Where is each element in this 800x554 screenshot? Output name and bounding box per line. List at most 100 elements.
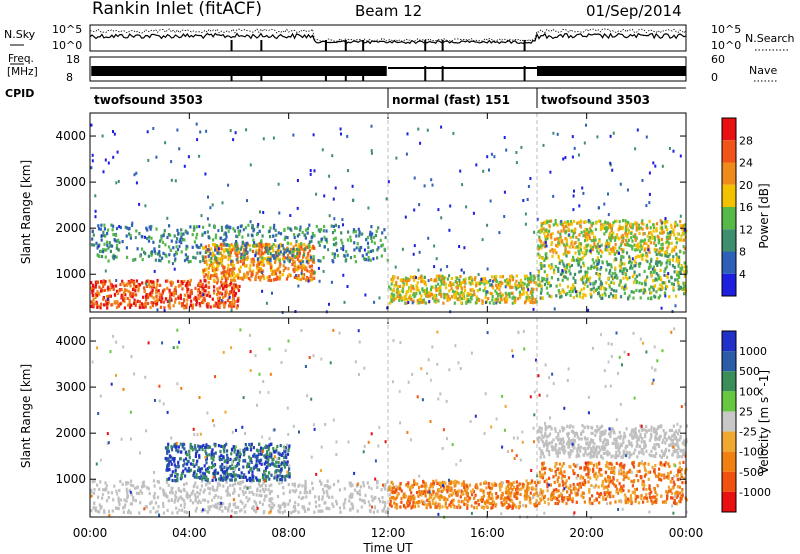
scatter-cell-2365 [546, 273, 549, 277]
scatter-cell-3426 [343, 300, 346, 304]
scatter-cell-894 [228, 268, 231, 272]
scatter-cell-2588 [619, 265, 622, 269]
scatter-cell-367 [117, 304, 120, 308]
scatter-cell-1332 [516, 486, 519, 490]
scatter-cell-1226 [534, 501, 538, 505]
scatter-cell-382 [170, 293, 173, 297]
scatter-cell-2175 [677, 287, 680, 291]
scatter-cell-1807 [529, 274, 532, 278]
scatter-cell-2317 [598, 277, 601, 281]
scatter-cell-1548 [221, 228, 224, 232]
scatter-cell-124 [292, 489, 295, 493]
scatter-cell-1190 [209, 252, 212, 256]
scatter-cell-1689 [497, 283, 500, 287]
scatter-cell-1800 [471, 293, 474, 297]
scatter-cell-525 [251, 260, 254, 264]
scatter-cell-2690 [656, 248, 659, 252]
scatter-cell-1353 [482, 490, 485, 494]
scatter-cell-186 [145, 293, 148, 297]
scatter-cell-2546 [576, 290, 579, 294]
scatter-cell-3276 [486, 155, 489, 159]
scatter-cell-1953 [410, 284, 413, 288]
scatter-cell-1648 [427, 291, 430, 295]
scatter-cell-3384 [572, 208, 575, 212]
scatter-cell-1229 [315, 224, 318, 229]
scatter-cell-2497 [640, 282, 644, 286]
scatter-cell-3464 [104, 158, 107, 162]
scatter-cell-369 [110, 491, 114, 495]
scatter-cell-1951 [474, 301, 477, 305]
scatter-cell-262 [193, 484, 196, 488]
scatter-cell-2793 [596, 244, 599, 248]
scatter-cell-1091 [103, 248, 106, 252]
scatter-cell-1108 [452, 480, 455, 484]
scatter-cell-1511 [139, 254, 142, 258]
scatter-cell-1200 [235, 240, 238, 244]
scatter-cell-3350 [245, 128, 248, 132]
scatter-cell-3185 [385, 197, 388, 201]
scatter-cell-2208 [566, 263, 569, 267]
scatter-cell-3181 [647, 248, 650, 252]
scatter-cell-2962 [624, 231, 627, 236]
scatter-cell-3228 [596, 262, 599, 266]
scatter-cell-1485 [269, 252, 272, 256]
scatter-cell-703 [207, 271, 210, 275]
scatter-cell-2904 [643, 241, 646, 245]
scatter-cell-747 [238, 276, 241, 280]
scatter-cell-1930 [481, 299, 484, 303]
scatter-cell-1441 [192, 228, 195, 232]
scatter-cell-3129 [626, 188, 629, 192]
scatter-cell-497 [127, 481, 130, 485]
scatter-cell-776 [268, 249, 271, 253]
scatter-cell-2813 [650, 232, 653, 237]
scatter-cell-1156 [349, 256, 353, 260]
scatter-cell-951 [226, 460, 229, 464]
scatter-cell-71 [126, 303, 130, 307]
scatter-cell-2500 [652, 288, 655, 292]
scatter-cell-2999 [674, 225, 677, 229]
scatter-cell-1937 [513, 300, 517, 304]
scatter-cell-836 [220, 464, 223, 468]
scatter-cell-2877 [668, 241, 671, 245]
scatter-cell-1232 [505, 500, 508, 504]
scatter-cell-630 [235, 473, 238, 477]
scatter-cell-303 [318, 504, 321, 508]
scatter-cell-1375 [440, 482, 443, 487]
scatter-cell-1153 [223, 242, 226, 246]
scatter-cell-814 [274, 244, 277, 248]
scatter-cell-404 [318, 479, 321, 483]
scatter-cell-892 [216, 277, 219, 281]
scatter-cell-2736 [574, 245, 577, 250]
scatter-cell-679 [282, 269, 285, 273]
scatter-cell-482 [194, 481, 197, 485]
scatter-cell-1279 [213, 224, 216, 229]
scatter-cell-2048 [419, 275, 422, 279]
scatter-cell-484 [311, 481, 314, 485]
scatter-cell-112 [183, 306, 186, 310]
scatter-cell-2762 [590, 224, 593, 228]
scatter-cell-2279 [641, 257, 644, 261]
scatter-cell-723 [208, 453, 211, 457]
scatter-cell-240 [319, 509, 322, 513]
scatter-cell-2682 [643, 232, 646, 236]
scatter-cell-901 [262, 243, 265, 247]
scatter-cell-96 [233, 487, 236, 491]
scatter-cell-2478 [682, 251, 685, 255]
scatter-cell-2182 [634, 255, 637, 260]
scatter-cell-2429 [585, 280, 588, 284]
scatter-cell-2861 [673, 245, 677, 249]
scatter-cell-1323 [374, 234, 377, 238]
scatter-cell-2016 [431, 292, 434, 297]
scatter-cell-1989 [437, 288, 440, 292]
scatter-cell-2771 [586, 231, 590, 235]
scatter-cell-420 [351, 503, 354, 507]
scatter-cell-2981 [639, 244, 643, 248]
scatter-cell-2369 [659, 276, 662, 280]
scatter-cell-905 [208, 248, 211, 252]
scatter-cell-1408 [524, 489, 527, 493]
scatter-cell-601 [181, 471, 184, 475]
scatter-cell-699 [235, 453, 238, 457]
scatter-cell-2948 [555, 243, 558, 248]
scatter-cell-1134 [425, 506, 428, 510]
scatter-cell-3077 [624, 219, 627, 223]
